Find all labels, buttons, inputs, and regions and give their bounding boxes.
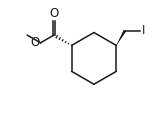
Text: I: I <box>142 24 145 37</box>
Text: O: O <box>30 36 39 49</box>
Text: O: O <box>49 7 58 20</box>
Polygon shape <box>116 30 126 46</box>
